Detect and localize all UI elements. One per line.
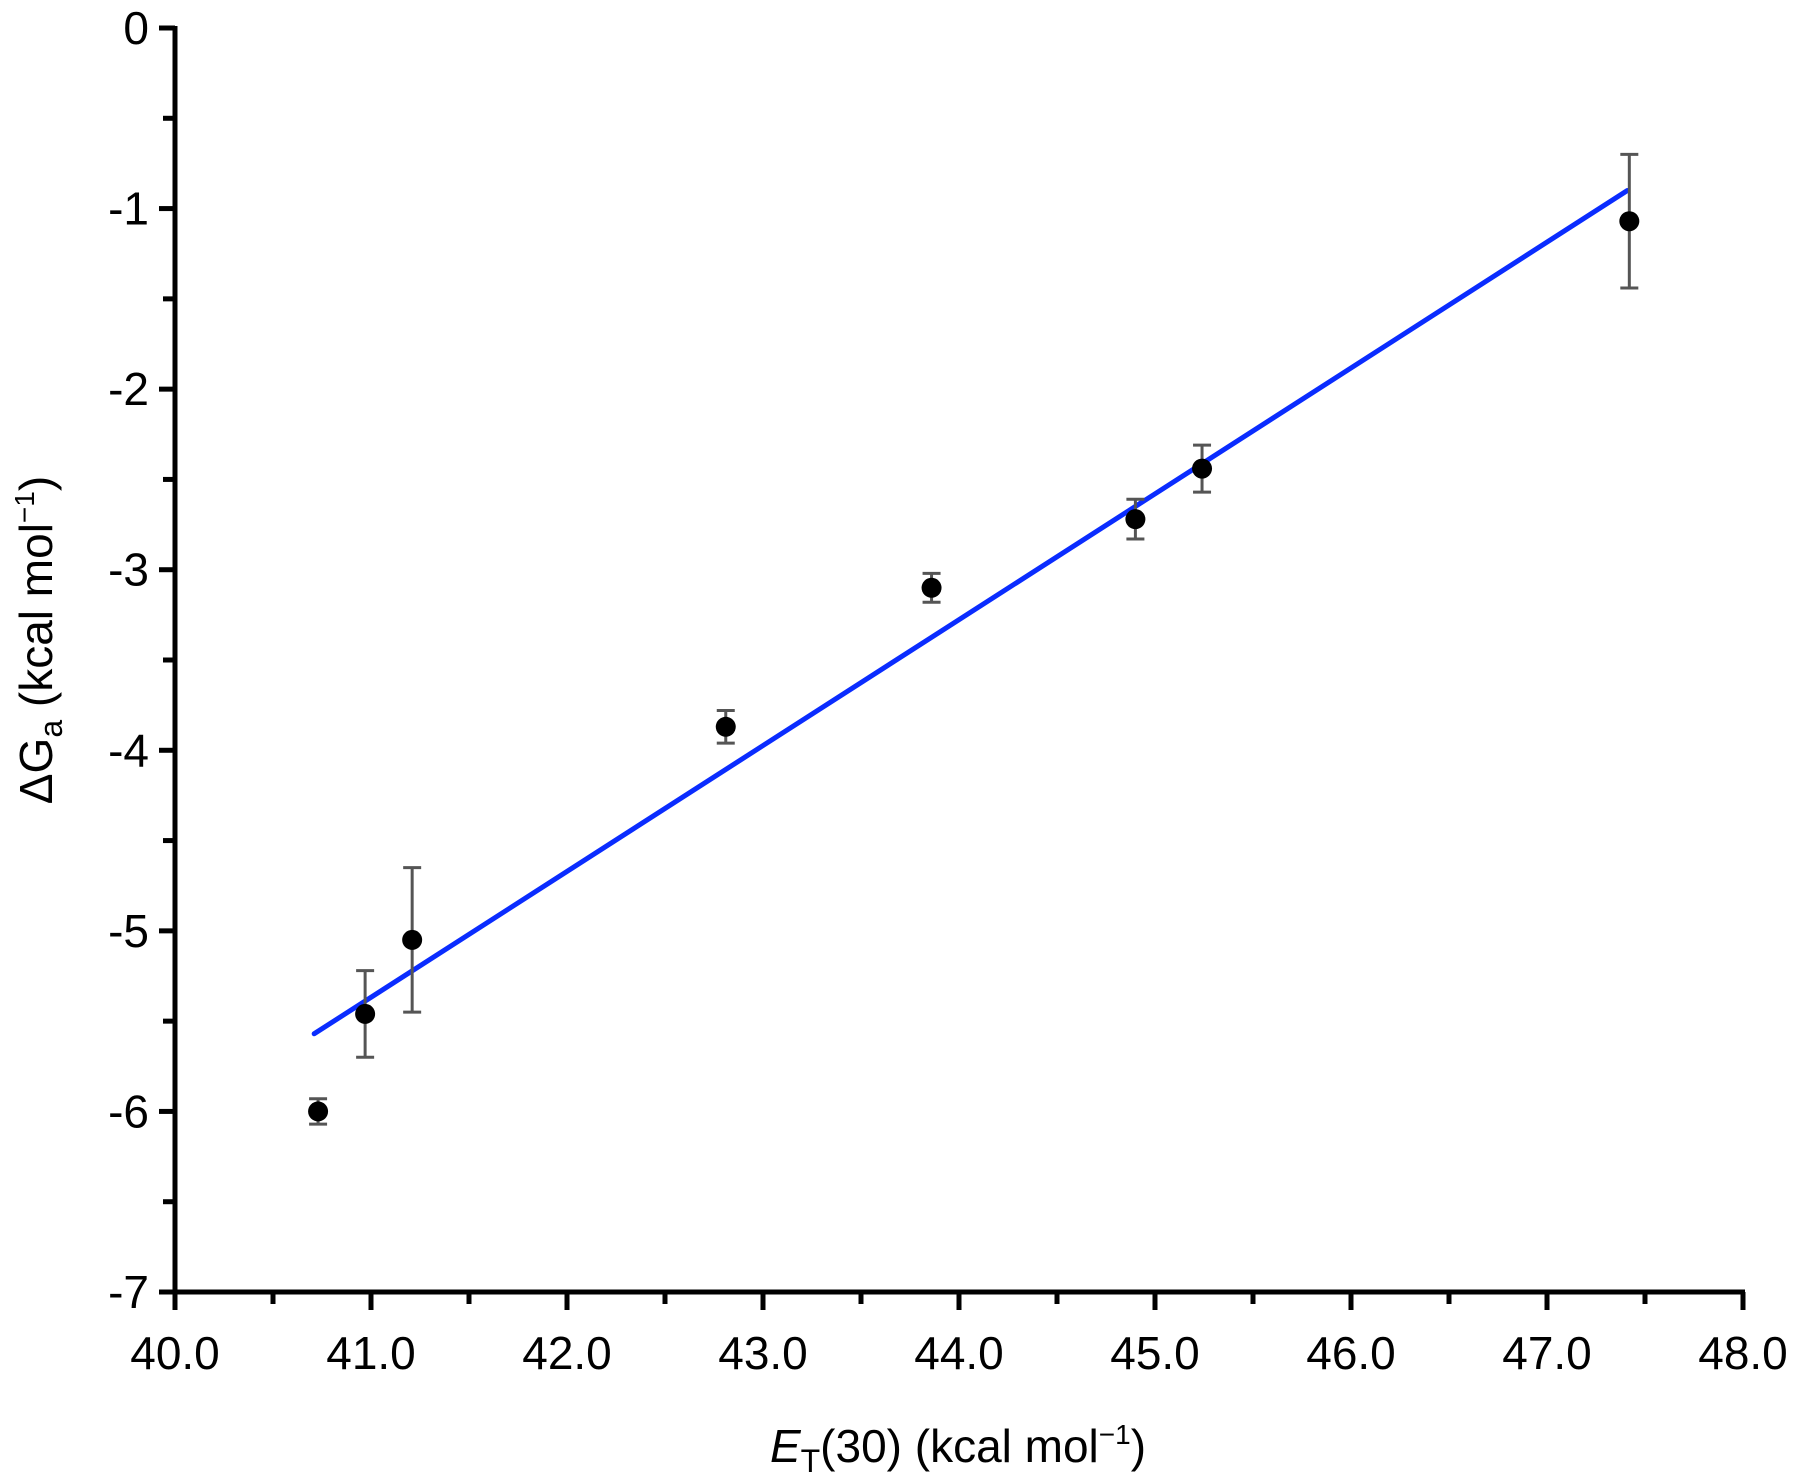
y-tick-labels: 0 -1 -2 -3 -4 -5 -6 -7 <box>108 2 149 1318</box>
data-point <box>921 577 942 598</box>
x-tick-label: 43.0 <box>718 1327 808 1379</box>
axes <box>159 25 1746 1310</box>
x-tick-label: 47.0 <box>1502 1327 1592 1379</box>
regression-line <box>311 188 1630 1037</box>
y-tick-label: -4 <box>108 724 149 776</box>
data-point <box>402 929 423 950</box>
y-axis-title: ΔGa (kcal mol−1) <box>9 476 69 804</box>
data-point <box>355 1003 376 1024</box>
data-point <box>1619 211 1640 232</box>
y-tick-label: -7 <box>108 1266 149 1318</box>
data-point <box>715 716 736 737</box>
data-point <box>1125 509 1146 530</box>
x-tick-label: 42.0 <box>522 1327 612 1379</box>
y-tick-label: -1 <box>108 183 149 235</box>
data-points <box>308 211 1640 1122</box>
error-bars <box>309 152 1639 1126</box>
x-tick-label: 44.0 <box>914 1327 1004 1379</box>
y-tick-label: -5 <box>108 905 149 957</box>
x-axis-title: ET(30) (kcal mol−1) <box>770 1419 1146 1479</box>
x-tick-label: 46.0 <box>1306 1327 1396 1379</box>
y-tick-label: 0 <box>123 2 149 54</box>
y-tick-label: -3 <box>108 544 149 596</box>
x-tick-label: 48.0 <box>1698 1327 1788 1379</box>
y-tick-label: -6 <box>108 1085 149 1137</box>
x-tick-label: 45.0 <box>1110 1327 1200 1379</box>
x-tick-label: 41.0 <box>326 1327 416 1379</box>
data-point <box>308 1101 329 1122</box>
x-tick-label: 40.0 <box>130 1327 220 1379</box>
y-tick-label: -2 <box>108 363 149 415</box>
data-point <box>1192 458 1213 479</box>
x-tick-labels: 40.0 41.0 42.0 43.0 44.0 45.0 46.0 47.0 48.0 <box>130 1327 1788 1379</box>
fit-line <box>311 188 1630 1037</box>
